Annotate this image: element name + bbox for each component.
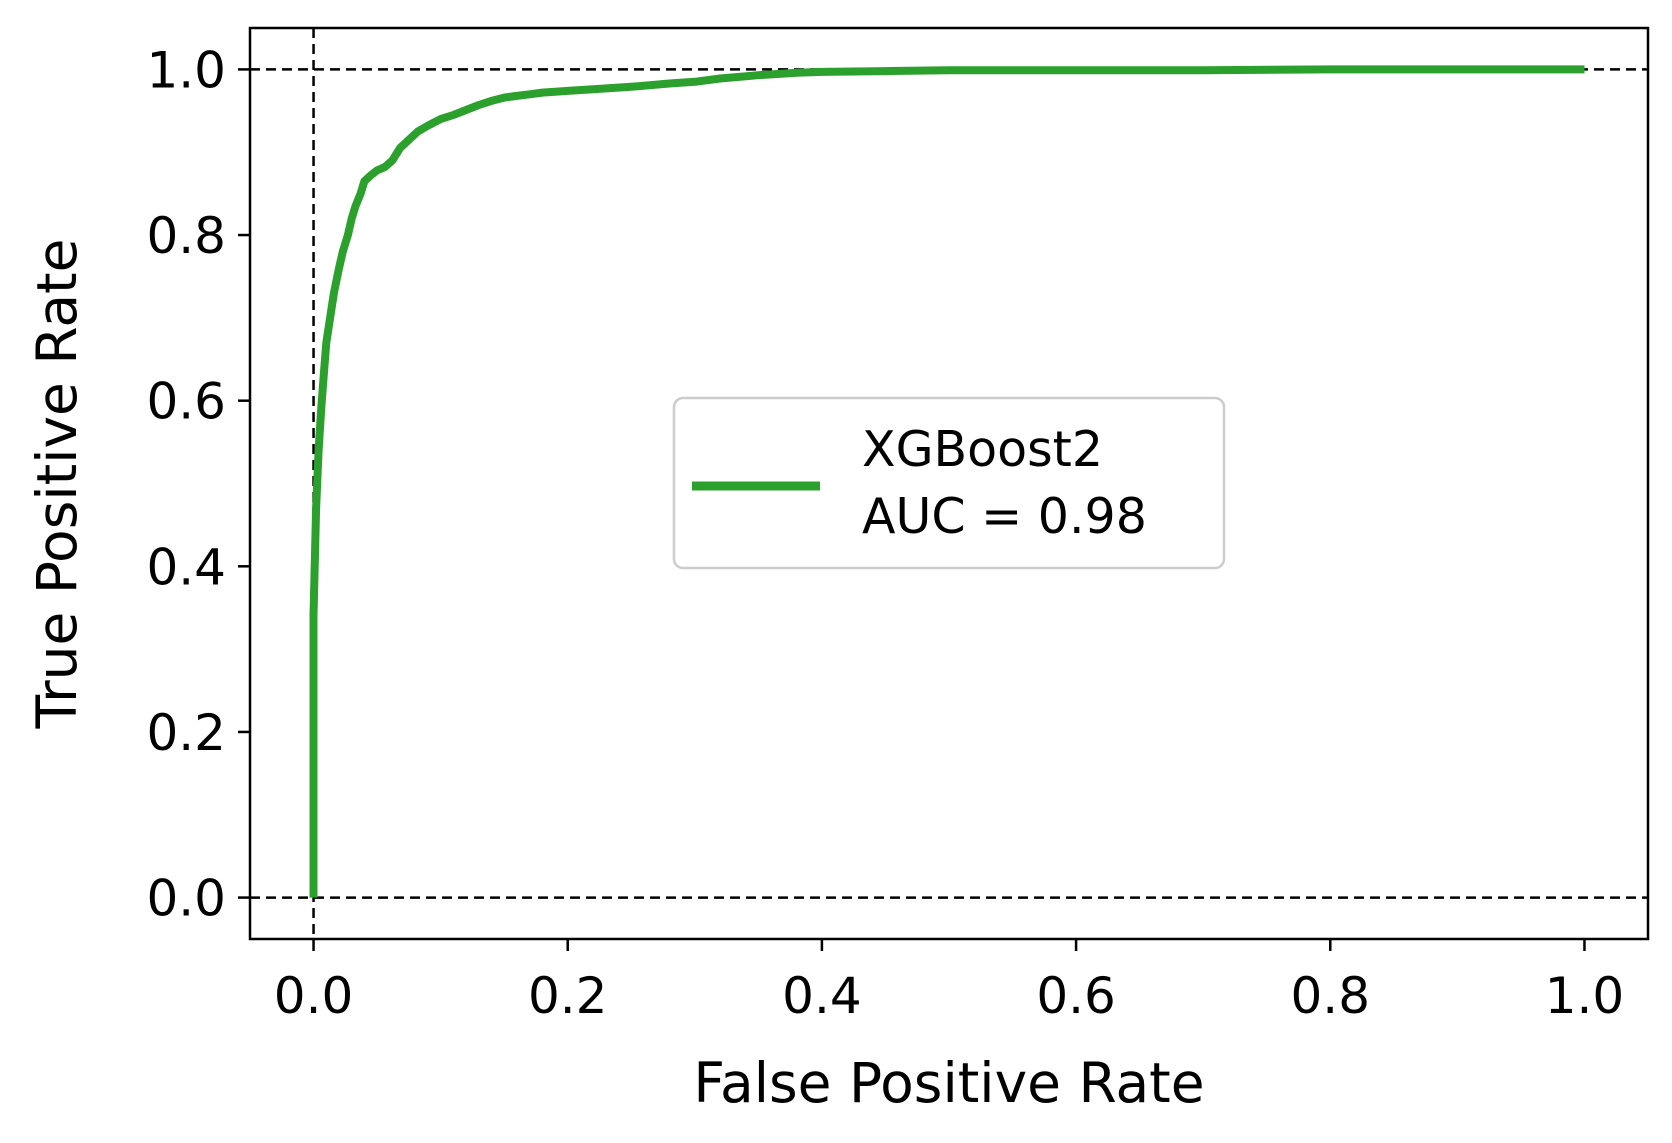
- x-tick-label: 0.8: [1291, 967, 1371, 1025]
- y-tick-label: 0.8: [146, 207, 226, 265]
- x-tick-label: 0.0: [274, 967, 354, 1025]
- y-tick-label: 0.4: [146, 538, 226, 596]
- legend-label-auc: AUC = 0.98: [862, 488, 1147, 545]
- y-tick-label: 0.6: [146, 373, 226, 431]
- y-tick-label: 1.0: [146, 41, 226, 99]
- legend-box: [672, 396, 1226, 570]
- legend: XGBoost2 AUC = 0.98: [672, 396, 1226, 570]
- y-axis-ticks: 0.0 0.2 0.4 0.6 0.8 1.0: [146, 41, 250, 928]
- x-tick-label: 0.4: [782, 967, 862, 1025]
- y-axis-title: True Positive Rate: [25, 239, 89, 730]
- series-layer: [309, 65, 1585, 898]
- legend-label-name: XGBoost2: [862, 421, 1103, 478]
- series-line-xgboost2: [309, 65, 1585, 898]
- y-tick-label: 0.0: [146, 870, 226, 928]
- x-axis-title: False Positive Rate: [693, 1051, 1204, 1115]
- plot-frame: [248, 26, 1650, 941]
- x-tick-label: 0.2: [528, 967, 608, 1025]
- x-axis-ticks: 0.0 0.2 0.4 0.6 0.8 1.0: [274, 939, 1624, 1025]
- y-tick-label: 0.2: [146, 704, 226, 762]
- x-tick-label: 1.0: [1545, 967, 1625, 1025]
- x-tick-label: 0.6: [1036, 967, 1116, 1025]
